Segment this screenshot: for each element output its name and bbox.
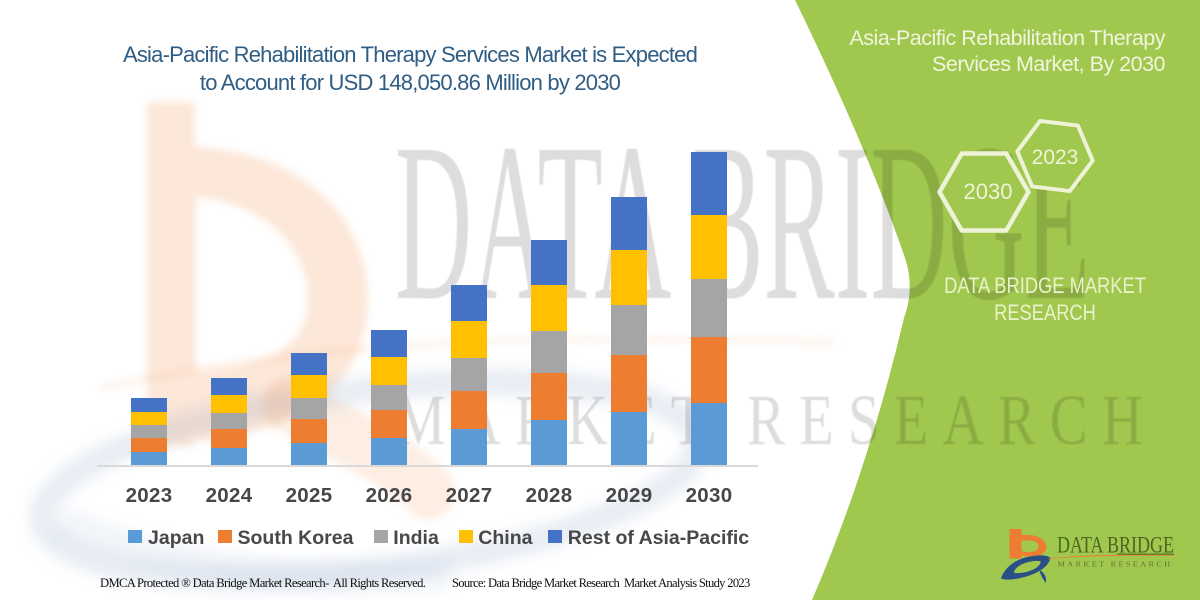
svg-text:2030: 2030 (964, 179, 1013, 204)
svg-text:MARKET RESEARCH: MARKET RESEARCH (395, 380, 1157, 460)
svg-text:MARKET RESEARCH: MARKET RESEARCH (1058, 559, 1173, 568)
svg-text:DATA BRIDGE: DATA BRIDGE (1057, 533, 1174, 558)
svg-text:2023: 2023 (1032, 146, 1079, 169)
